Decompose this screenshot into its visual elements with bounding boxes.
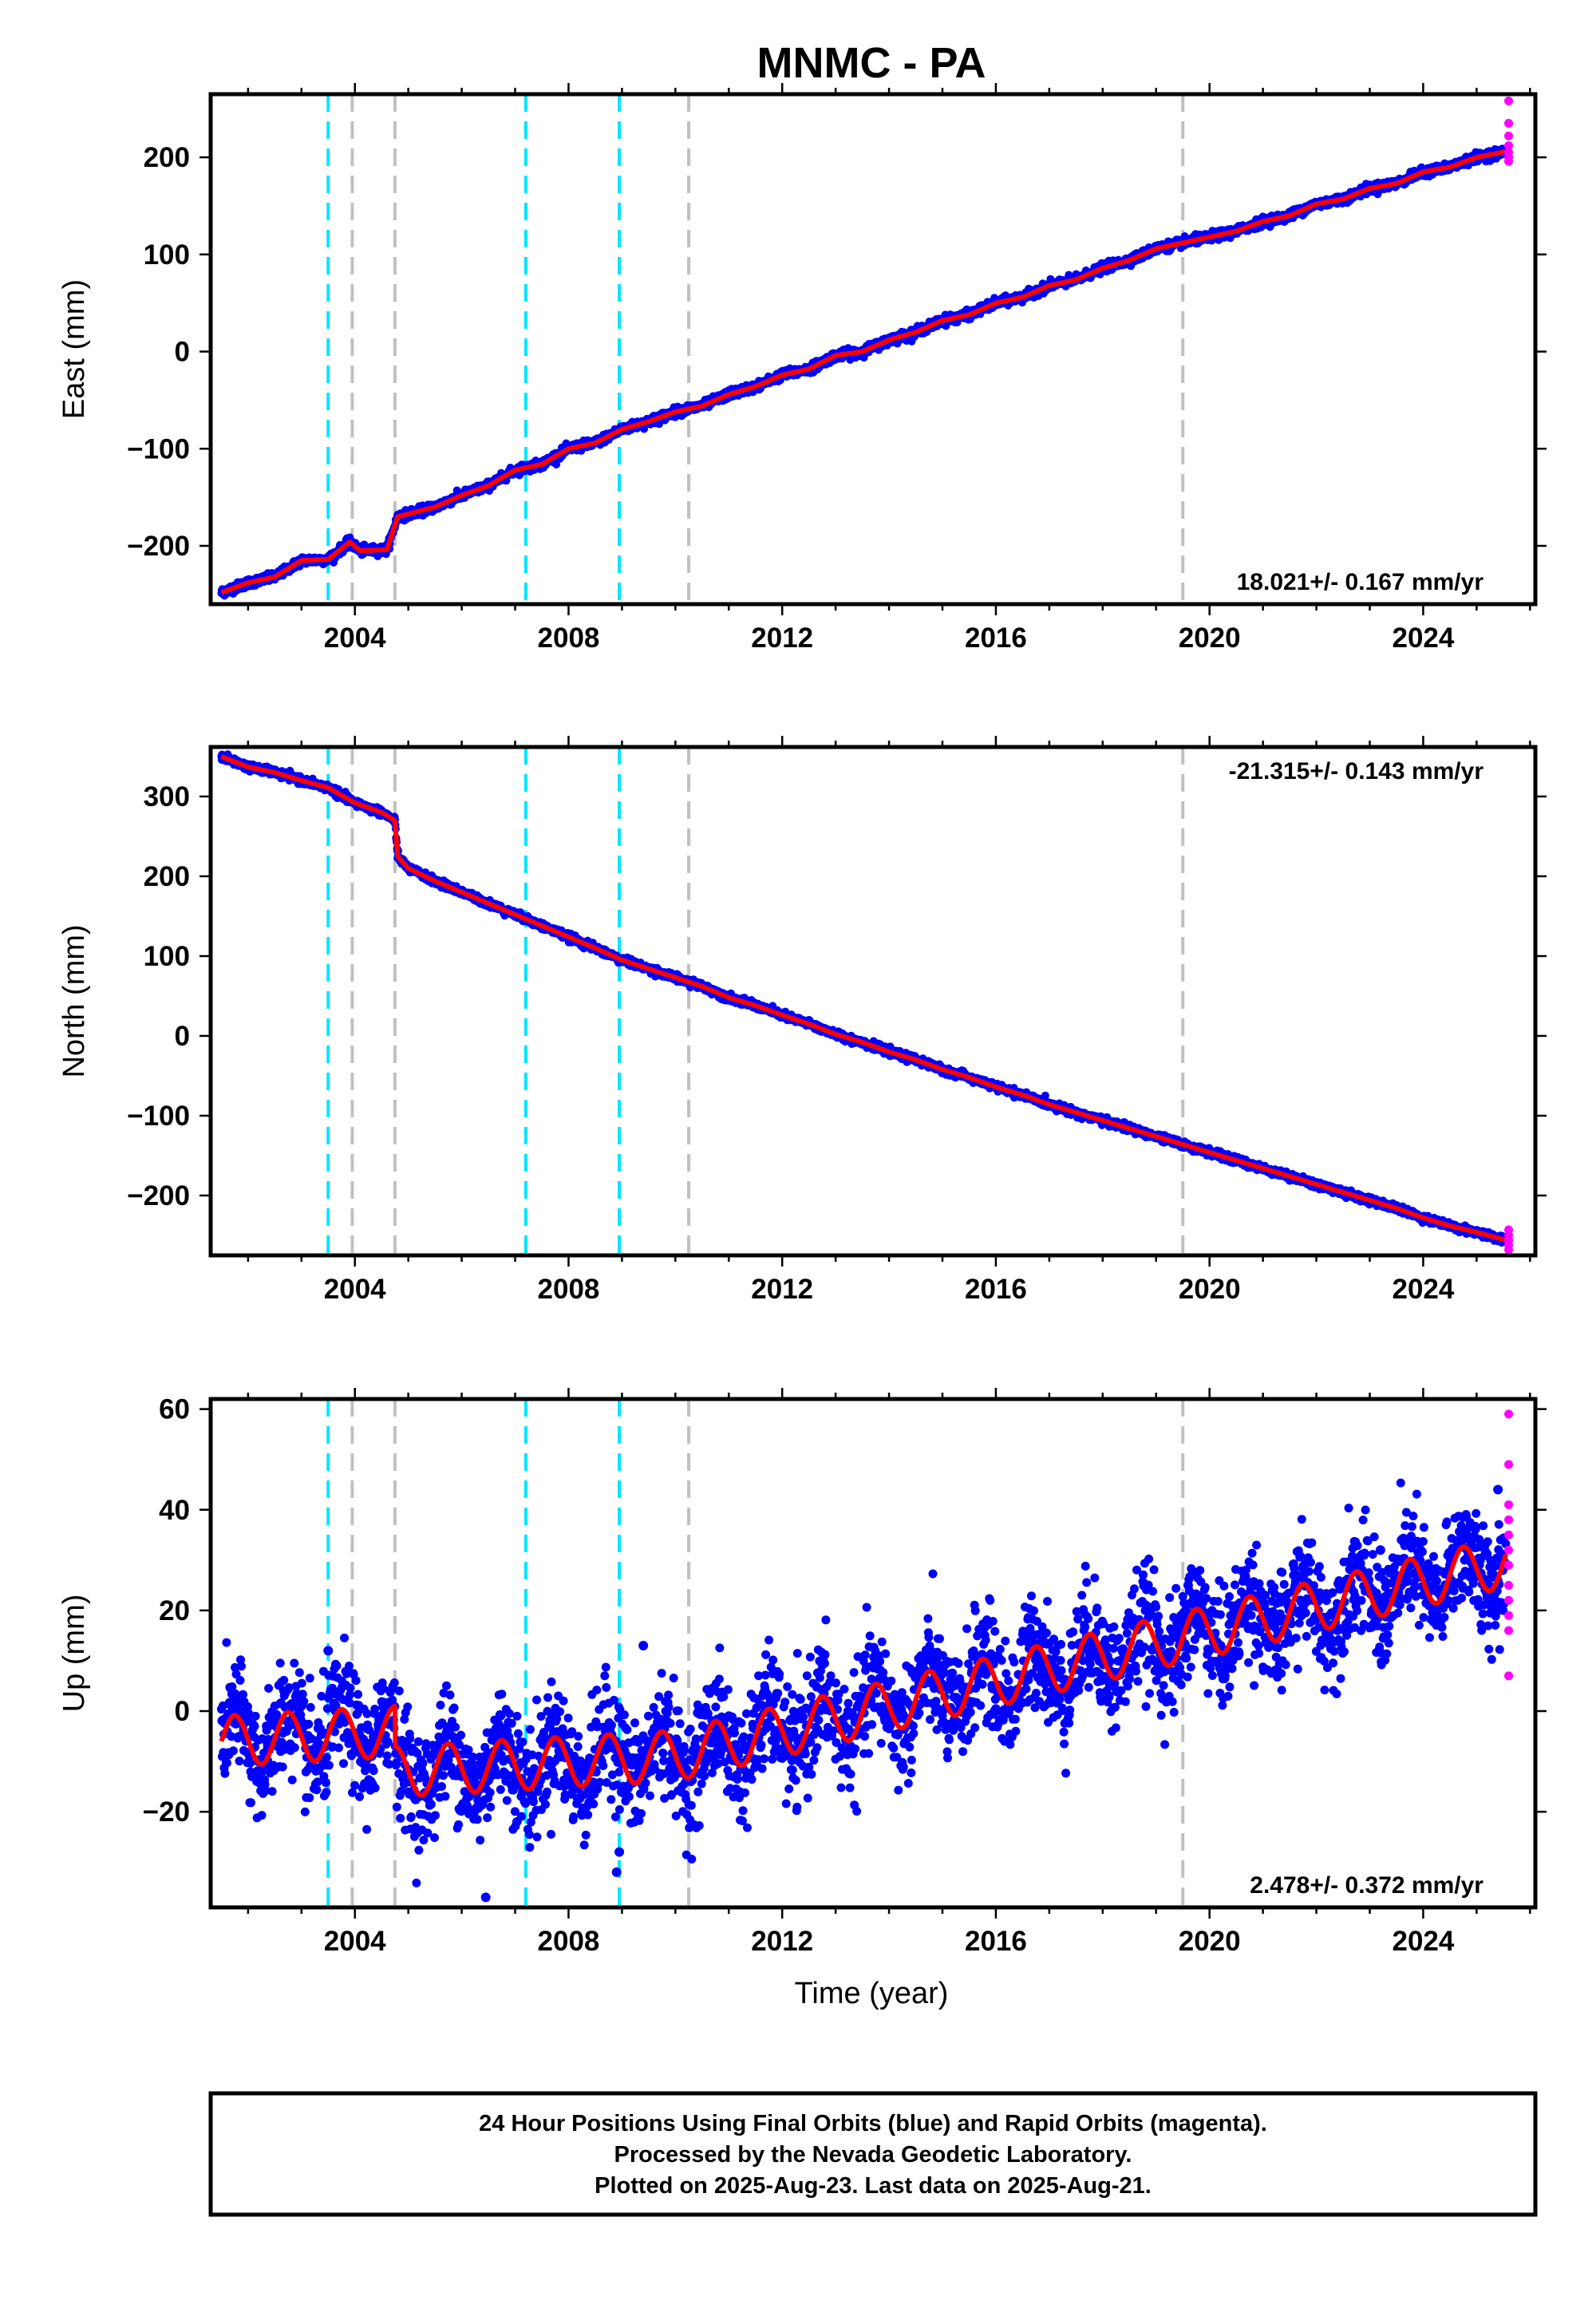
final-orbit-points — [217, 144, 1511, 600]
north-panel: 2004 2008 2012 2016 2020 2024−200−10001002003… — [57, 736, 1547, 1305]
x-tick-label: 2008 — [538, 622, 600, 654]
plot-area — [217, 94, 1514, 604]
rapid-point — [1504, 131, 1514, 140]
y-tick-label: −100 — [127, 433, 190, 464]
rapid-point — [1504, 119, 1514, 128]
figure-title: MNMC - PA — [757, 39, 986, 87]
y-tick-label: 200 — [144, 142, 190, 173]
x-tick-label: 2024 — [1392, 622, 1454, 654]
y-axis-label: East (mm) — [57, 279, 91, 419]
x-tick-label: 2012 — [751, 622, 813, 654]
rapid-orbit-points — [1504, 97, 1514, 166]
east-panel: 2004 2008 2012 2016 2020 2024 −200 −100 0 100 200 E… — [57, 83, 1547, 654]
x-tick-label: 2016 — [965, 622, 1027, 654]
y-tick-label: −200 — [127, 531, 190, 562]
y-tick-label: 100 — [144, 239, 190, 271]
rapid-point — [1504, 97, 1514, 106]
y-tick-label: 0 — [175, 337, 190, 368]
plot-area — [217, 747, 1514, 1255]
x-tick-label: 2004 — [324, 622, 386, 654]
final-orbit-points — [217, 750, 1511, 1247]
rapid-point — [1504, 156, 1514, 166]
rate-label: 18.021+/- 0.167 mm/yr — [1237, 569, 1484, 595]
model-fit-line — [219, 148, 1507, 595]
x-ticks — [247, 83, 1531, 615]
x-tick-label: 2020 — [1179, 622, 1241, 654]
